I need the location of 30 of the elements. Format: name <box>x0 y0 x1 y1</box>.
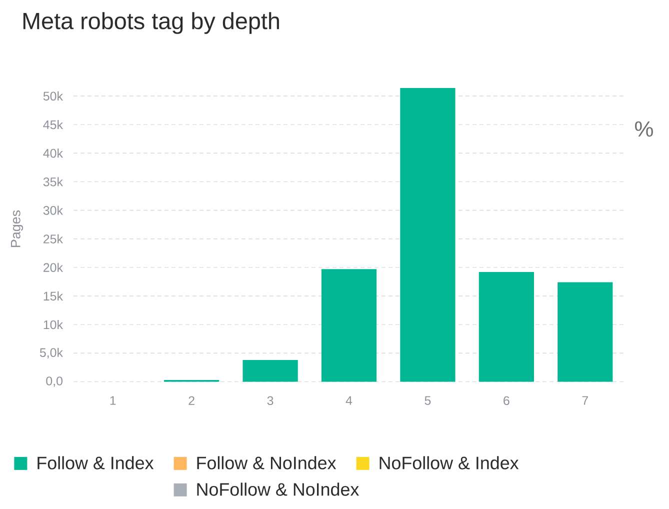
y-tick-label: 35k <box>43 177 63 186</box>
y-tick-label: 40k <box>43 148 63 158</box>
y-tick-label: 5,0k <box>40 348 63 358</box>
bar <box>478 272 534 382</box>
y-tick-label: 30k <box>43 206 63 215</box>
x-tick-label: 5 <box>424 396 431 405</box>
legend-label: NoFollow & NoIndex <box>197 482 360 496</box>
y-tick-label: 0,0 <box>46 376 62 387</box>
y-tick-label: 10k <box>44 320 63 330</box>
chart-title: Meta robots tag by depth <box>23 12 279 34</box>
bar <box>242 360 298 382</box>
text: % <box>635 121 653 137</box>
y-axis-title: Pages <box>10 210 24 247</box>
y-tick-label: 15k <box>44 291 63 301</box>
legend-label: NoFollow & Index <box>380 456 519 470</box>
legend-label: Follow & Index <box>38 456 154 470</box>
x-tick-label: 4 <box>346 396 352 405</box>
bar <box>400 88 456 382</box>
y-tick-label: 45k <box>43 120 63 130</box>
bar <box>321 269 377 382</box>
x-tick-label: 1 <box>110 396 116 405</box>
bar <box>558 282 613 382</box>
x-tick-label: 3 <box>267 396 274 406</box>
y-tick-label: 25k <box>44 234 63 244</box>
y-tick-label: 20k <box>44 262 63 272</box>
x-tick-label: 7 <box>582 396 588 405</box>
x-tick-label: 2 <box>188 396 194 405</box>
legend-label: Follow & NoIndex <box>197 456 336 470</box>
x-tick-label: 6 <box>504 396 510 406</box>
y-tick-label: 50k <box>43 91 63 101</box>
